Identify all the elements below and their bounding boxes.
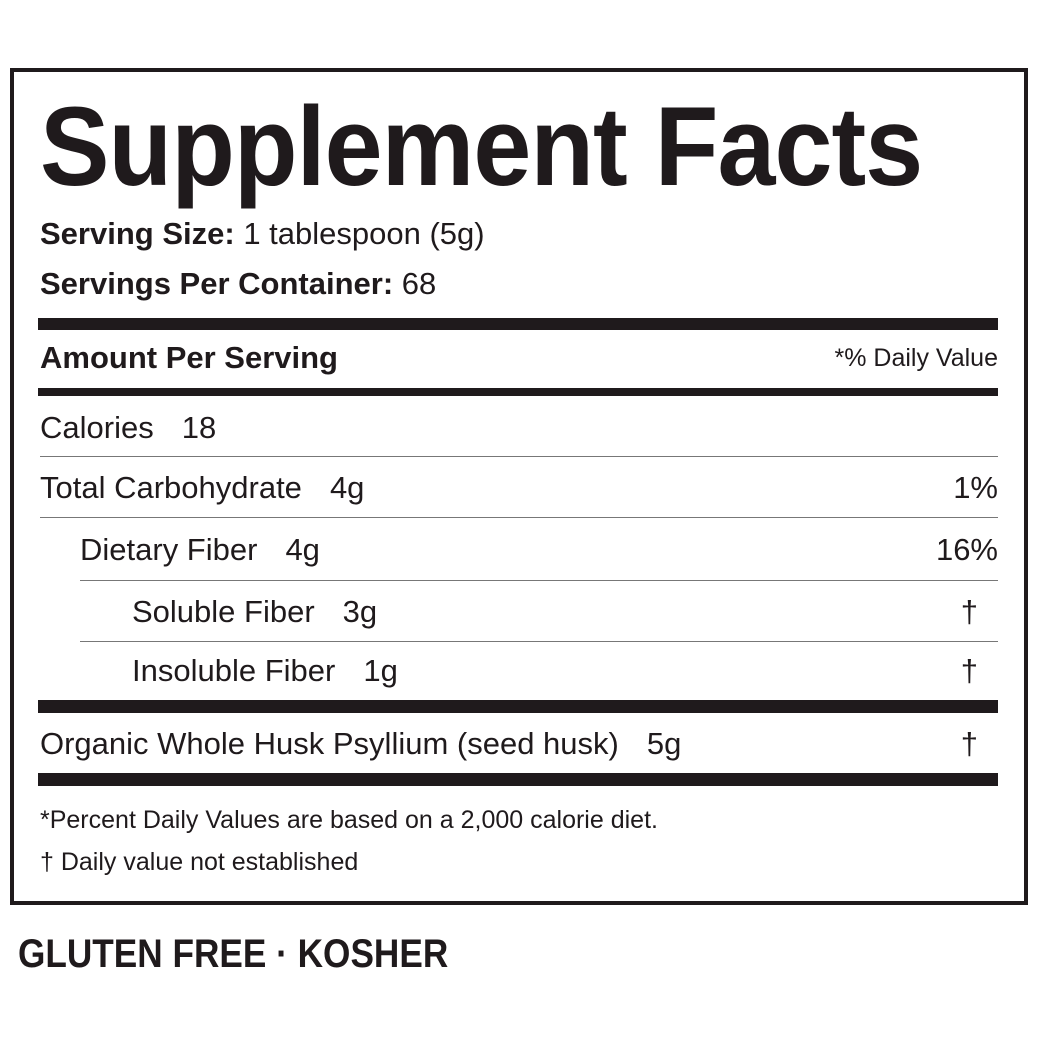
- nutrient-amount: 3g: [342, 593, 378, 629]
- nutrient-row: Total Carbohydrate 4g 1%: [40, 458, 998, 517]
- serving-size: Serving Size: 1 tablespoon (5g): [40, 214, 485, 254]
- serving-size-value: 1 tablespoon (5g): [243, 216, 485, 251]
- nutrient-amount: 1g: [363, 653, 398, 688]
- ingredient-name: Organic Whole Husk Psyllium (seed husk): [40, 726, 619, 761]
- panel-title: Supplement Facts: [40, 84, 923, 209]
- nutrient-name: Total Carbohydrate: [40, 469, 302, 505]
- ingredient-dv: †: [960, 726, 978, 761]
- nutrient-row: Insoluble Fiber 1g †: [132, 643, 998, 699]
- nutrient-row: Calories 18: [40, 400, 998, 456]
- supplement-facts-panel: [10, 68, 1028, 905]
- thin-divider: [40, 517, 998, 518]
- product-claims: GLUTEN FREE · KOSHER: [18, 932, 449, 976]
- nutrient-amount: 4g: [285, 531, 320, 567]
- amount-per-serving-label: Amount Per Serving: [40, 340, 338, 375]
- ingredient-amount: 5g: [646, 726, 682, 761]
- thin-divider: [40, 456, 998, 457]
- daily-value-label: *% Daily Value: [834, 343, 998, 372]
- nutrient-amount: 4g: [329, 469, 365, 505]
- nutrient-name: Insoluble Fiber: [132, 653, 336, 688]
- nutrient-amount: 18: [181, 410, 217, 445]
- servings-per-container: Servings Per Container: 68: [40, 264, 436, 304]
- nutrient-row: Soluble Fiber 3g †: [132, 582, 998, 641]
- nutrient-dv: †: [960, 653, 978, 688]
- nutrient-row: Organic Whole Husk Psyllium (seed husk) 5…: [40, 715, 998, 773]
- thick-divider: [38, 388, 998, 396]
- footnote-daily-values: *Percent Daily Values are based on a 2,0…: [40, 806, 658, 834]
- servings-per-container-label: Servings Per Container:: [40, 266, 394, 301]
- thick-divider: [38, 773, 998, 786]
- nutrient-dv: 16%: [935, 531, 998, 567]
- nutrient-dv: 1%: [953, 469, 998, 505]
- thin-divider: [80, 580, 998, 581]
- footnote-dagger: † Daily value not established: [40, 848, 359, 876]
- thin-divider: [80, 641, 998, 642]
- amount-header: Amount Per Serving *% Daily Value: [40, 340, 998, 376]
- serving-size-label: Serving Size:: [40, 216, 235, 251]
- nutrient-name: Calories: [40, 410, 154, 445]
- thick-divider: [38, 700, 998, 713]
- thick-divider: [38, 318, 998, 330]
- nutrient-name: Soluble Fiber: [132, 593, 315, 629]
- nutrient-row: Dietary Fiber 4g 16%: [80, 519, 998, 580]
- nutrient-dv: †: [960, 593, 978, 629]
- servings-per-container-value: 68: [401, 266, 437, 301]
- nutrient-name: Dietary Fiber: [80, 531, 258, 567]
